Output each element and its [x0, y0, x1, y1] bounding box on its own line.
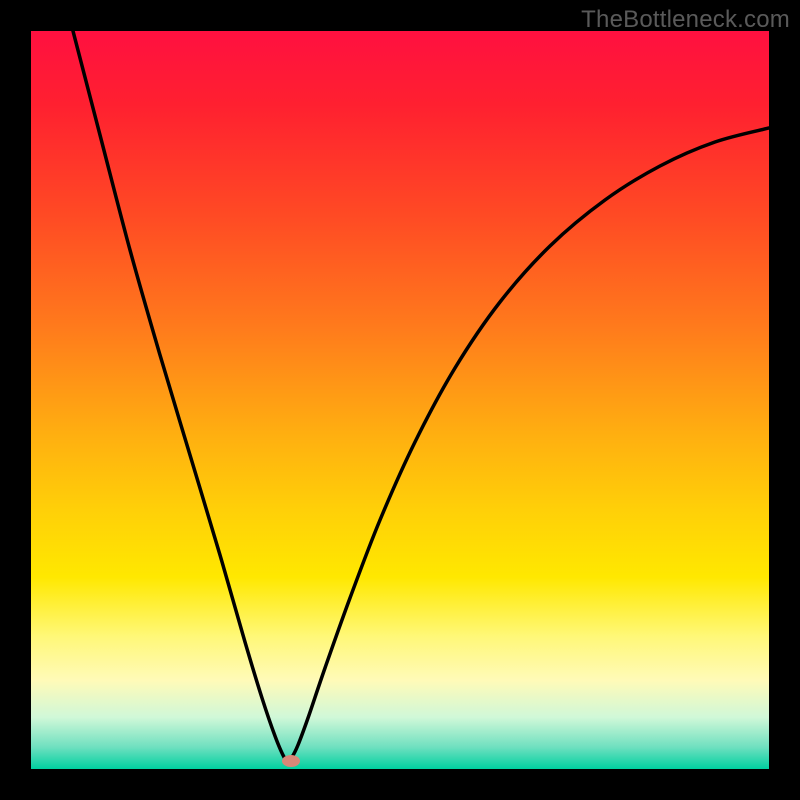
optimal-point-marker — [282, 755, 300, 767]
chart-svg — [0, 0, 800, 800]
bottleneck-chart: TheBottleneck.com — [0, 0, 800, 800]
plot-area — [31, 31, 769, 769]
watermark-text: TheBottleneck.com — [581, 6, 790, 34]
